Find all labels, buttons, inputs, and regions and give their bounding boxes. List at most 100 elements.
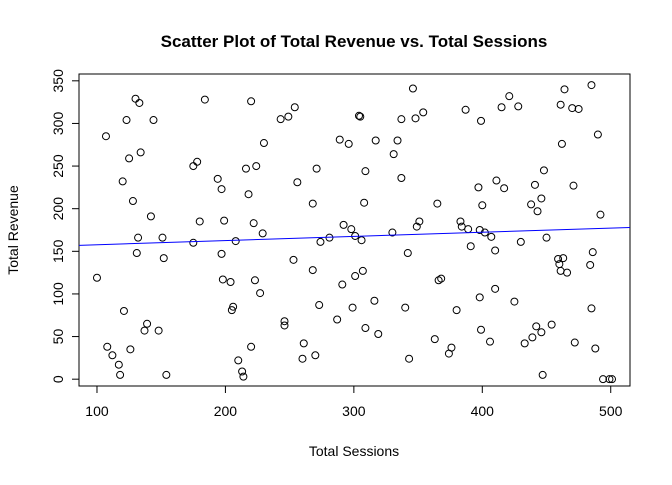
data-point xyxy=(397,174,406,182)
data-point xyxy=(312,164,321,173)
data-point xyxy=(284,112,293,121)
data-point xyxy=(227,306,236,315)
data-point xyxy=(132,249,141,258)
data-point xyxy=(447,343,456,352)
x-tick-label: 300 xyxy=(342,403,366,419)
data-point xyxy=(608,375,617,384)
data-point xyxy=(430,335,439,344)
data-point xyxy=(415,217,424,226)
data-point xyxy=(574,104,583,113)
data-point xyxy=(466,242,475,251)
data-point xyxy=(560,85,569,94)
data-point xyxy=(556,100,565,109)
data-point xyxy=(361,324,370,333)
data-point xyxy=(311,351,320,360)
data-point xyxy=(335,135,344,144)
data-point xyxy=(338,280,347,289)
data-point xyxy=(289,255,298,264)
data-point xyxy=(218,275,227,284)
data-point xyxy=(563,268,572,277)
data-point xyxy=(247,342,256,351)
data-point xyxy=(146,212,155,221)
data-point xyxy=(347,225,356,234)
data-point xyxy=(570,338,579,347)
chart-title: Scatter Plot of Total Revenue vs. Total … xyxy=(161,32,548,51)
data-point xyxy=(239,372,248,381)
data-point xyxy=(316,237,325,246)
data-point xyxy=(280,317,289,326)
data-point xyxy=(599,375,608,384)
data-point xyxy=(393,136,402,145)
data-point xyxy=(533,207,542,216)
data-point xyxy=(234,356,243,365)
data-point xyxy=(591,344,600,353)
y-axis: 0 50 100 150 200 250 300 350 xyxy=(50,69,80,383)
data-point xyxy=(348,303,357,312)
data-point xyxy=(299,339,308,348)
data-point xyxy=(528,333,537,342)
data-point xyxy=(134,233,143,242)
data-point xyxy=(217,249,226,258)
data-point xyxy=(140,326,149,335)
data-point xyxy=(357,236,366,245)
data-point xyxy=(537,194,546,203)
data-point xyxy=(401,303,410,312)
data-point xyxy=(259,139,268,148)
data-point xyxy=(356,112,365,121)
data-point xyxy=(588,248,597,257)
data-point xyxy=(403,249,412,258)
data-point xyxy=(154,326,163,335)
data-point xyxy=(389,150,398,159)
data-point xyxy=(258,229,267,238)
data-point xyxy=(158,233,167,242)
data-point xyxy=(217,185,226,194)
data-point xyxy=(514,102,523,111)
data-point xyxy=(568,104,577,113)
data-point xyxy=(252,162,261,171)
x-tick-label: 200 xyxy=(214,403,238,419)
data-point xyxy=(542,233,551,242)
data-point xyxy=(189,162,198,171)
data-point xyxy=(238,367,247,376)
data-point xyxy=(308,266,317,275)
data-point xyxy=(370,296,379,305)
data-point xyxy=(559,254,568,263)
data-point xyxy=(354,111,363,120)
data-point xyxy=(587,304,596,313)
data-point xyxy=(361,167,370,176)
data-point xyxy=(135,98,144,107)
data-point xyxy=(249,219,258,228)
data-point xyxy=(128,197,137,206)
data-point xyxy=(250,276,259,285)
y-tick-label: 150 xyxy=(50,239,66,263)
x-tick-label: 100 xyxy=(85,403,109,419)
data-point xyxy=(412,222,421,231)
x-tick-label: 500 xyxy=(599,403,623,419)
data-point xyxy=(344,139,353,148)
data-point xyxy=(231,237,240,246)
data-point xyxy=(351,272,360,281)
trend-line xyxy=(78,226,631,246)
x-axis: 100 200 300 400 500 xyxy=(85,385,623,419)
data-point xyxy=(478,201,487,210)
data-point xyxy=(101,132,110,141)
data-point xyxy=(547,320,556,329)
data-point xyxy=(556,266,565,275)
data-point xyxy=(159,254,168,263)
data-point xyxy=(433,199,442,208)
data-point xyxy=(125,154,134,163)
y-tick-label: 50 xyxy=(50,329,66,345)
data-point xyxy=(456,217,465,226)
data-point xyxy=(339,220,348,229)
data-point xyxy=(200,95,209,104)
data-point xyxy=(308,199,317,208)
y-tick-label: 300 xyxy=(50,112,66,136)
data-point xyxy=(475,226,484,234)
data-point xyxy=(371,136,380,145)
data-point xyxy=(557,139,566,148)
data-point xyxy=(596,210,605,219)
data-point xyxy=(213,174,222,183)
data-point xyxy=(131,94,140,103)
